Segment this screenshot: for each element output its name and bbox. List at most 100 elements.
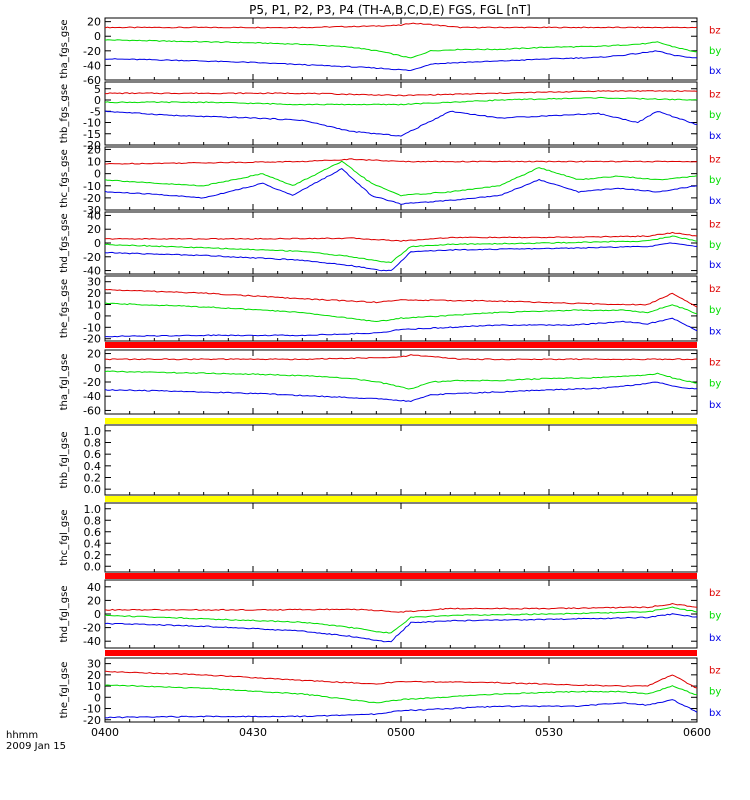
y-tick-label: 0.2 <box>84 472 102 485</box>
y-tick-label: 20 <box>87 594 101 607</box>
y-tick-label: -20 <box>83 139 101 152</box>
y-tick-label: -5 <box>90 105 101 118</box>
y-axis-label: thb_fgl_gse <box>59 432 70 489</box>
y-tick-label: 20 <box>87 669 101 682</box>
legend-bx: bx <box>709 327 721 338</box>
y-axis-label: the_fgl_gse <box>59 662 70 719</box>
y-tick-label: -10 <box>83 703 101 716</box>
y-tick-label: -20 <box>83 192 101 205</box>
y-tick-label: -20 <box>83 251 101 264</box>
x-tick-label: 0600 <box>683 726 711 739</box>
y-axis-label: thc_fgs_gse <box>59 149 70 208</box>
legend-bz: bz <box>709 666 721 677</box>
y-tick-label: 30 <box>87 658 101 671</box>
series-line-bz <box>104 288 698 308</box>
y-tick-label: 20 <box>87 287 101 300</box>
y-tick-label: 0.0 <box>84 483 102 496</box>
panel-frame-9 <box>104 657 698 723</box>
series-line-bx <box>104 699 698 719</box>
x-axis-unit: hhmm <box>6 730 38 741</box>
legend-bz: bz <box>709 25 721 36</box>
y-axis-label: the_fgs_gse <box>59 279 70 338</box>
y-tick-label: 0.2 <box>84 549 102 562</box>
y-tick-label: 0 <box>94 691 101 704</box>
legend-by: by <box>709 46 721 57</box>
legend-bz: bz <box>709 89 721 100</box>
y-tick-label: 1.0 <box>84 425 102 438</box>
y-tick-label: -10 <box>83 321 101 334</box>
y-tick-label: 0.8 <box>84 437 102 450</box>
y-tick-label: 0.6 <box>84 448 102 461</box>
y-tick-label: -15 <box>83 128 101 141</box>
y-tick-label: 0 <box>94 30 101 43</box>
y-axis-label: tha_fgs_gse <box>59 19 70 78</box>
mode-bar-red <box>105 650 697 656</box>
series-line-bz <box>104 602 698 613</box>
legend-bz: bz <box>709 284 721 295</box>
legend-by: by <box>709 175 721 186</box>
y-tick-label: 5 <box>94 83 101 96</box>
series-line-bz <box>105 90 698 97</box>
y-tick-label: -40 <box>83 59 101 72</box>
x-tick-label: 0400 <box>91 726 119 739</box>
y-tick-label: 0.6 <box>84 526 102 539</box>
y-tick-label: 0 <box>94 362 101 375</box>
y-tick-label: -20 <box>83 333 101 346</box>
legend-bx: bx <box>709 633 721 644</box>
y-axis-label: thb_fgs_gse <box>59 84 70 143</box>
mode-bar-red <box>105 573 697 579</box>
legend-bz: bz <box>709 358 721 369</box>
series-line-bz <box>104 670 698 689</box>
series-line-by <box>104 684 698 704</box>
legend-bx: bx <box>709 260 721 271</box>
x-tick-label: 0500 <box>387 726 415 739</box>
series-line-bx <box>105 317 698 338</box>
y-axis-label: tha_fgl_gse <box>59 354 70 411</box>
series-line-bz <box>104 158 698 165</box>
y-tick-label: 0.8 <box>84 514 102 527</box>
series-line-by <box>104 39 698 59</box>
panel-frame-2 <box>104 146 698 211</box>
y-tick-label: 0.4 <box>84 537 102 550</box>
y-tick-label: 20 <box>87 223 101 236</box>
legend-by: by <box>709 687 721 698</box>
series-line-bx <box>104 242 698 272</box>
legend-bz: bz <box>709 154 721 165</box>
y-tick-label: -60 <box>83 404 101 417</box>
mode-bar-yellow <box>105 418 697 424</box>
panel-frame-6 <box>104 424 698 496</box>
y-tick-label: -20 <box>83 622 101 635</box>
y-tick-label: -10 <box>83 180 101 193</box>
series-line-bx <box>104 110 698 137</box>
series-line-by <box>104 235 698 264</box>
mode-bar-yellow <box>105 496 697 502</box>
y-tick-label: -40 <box>83 390 101 403</box>
y-tick-label: -20 <box>83 376 101 389</box>
y-axis-label: thc_fgl_gse <box>59 509 70 565</box>
legend-bx: bx <box>709 400 721 411</box>
y-tick-label: 10 <box>87 156 101 169</box>
series-line-bz <box>104 22 698 29</box>
y-tick-label: 10 <box>87 680 101 693</box>
legend-by: by <box>709 305 721 316</box>
y-tick-label: -40 <box>83 265 101 278</box>
series-line-bx <box>104 381 698 403</box>
y-tick-label: 20 <box>87 348 101 361</box>
legend-bx: bx <box>709 66 721 77</box>
series-line-by <box>104 606 698 634</box>
x-tick-label: 0530 <box>535 726 563 739</box>
y-tick-label: 10 <box>87 299 101 312</box>
legend-bz: bz <box>709 588 721 599</box>
legend-bx: bx <box>709 708 721 719</box>
y-tick-label: -20 <box>83 45 101 58</box>
y-axis-label: thd_fgs_gse <box>59 213 70 272</box>
panel-frame-8 <box>104 579 698 649</box>
legend-by: by <box>709 611 721 622</box>
y-tick-label: 0 <box>94 168 101 181</box>
series-line-by <box>104 96 698 106</box>
y-tick-label: -20 <box>83 714 101 727</box>
y-tick-label: 0 <box>94 237 101 250</box>
y-axis-label: thd_fgl_gse <box>59 586 70 643</box>
